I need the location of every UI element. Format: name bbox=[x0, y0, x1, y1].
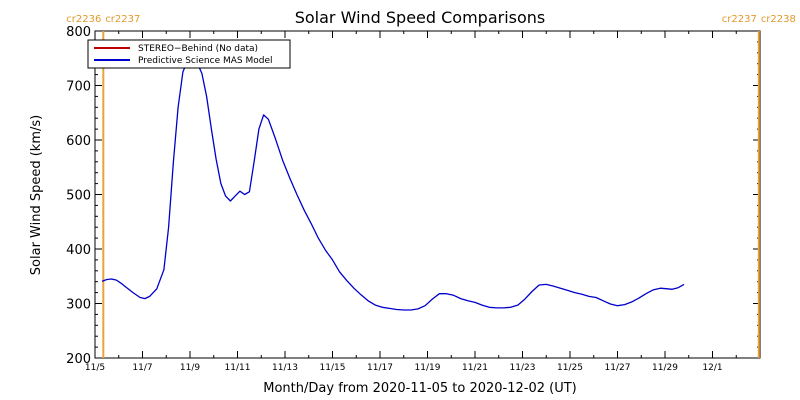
carrington-label-before: cr2236 bbox=[66, 14, 101, 25]
x-tick-label: 11/25 bbox=[557, 363, 583, 373]
x-tick-label: 11/13 bbox=[272, 363, 298, 373]
y-tick-label: 600 bbox=[66, 134, 91, 149]
x-tick-label: 11/23 bbox=[510, 363, 536, 373]
legend: STEREO−Behind (No data) Predictive Scien… bbox=[87, 39, 291, 69]
plot-area: STEREO−Behind (No data) Predictive Scien… bbox=[87, 30, 761, 359]
x-tick-label: 11/19 bbox=[415, 363, 441, 373]
y-tick-label: 700 bbox=[66, 80, 91, 95]
legend-label-stereo: STEREO−Behind (No data) bbox=[138, 44, 258, 54]
x-tick-label: 11/29 bbox=[652, 363, 678, 373]
x-tick-label: 11/7 bbox=[132, 363, 152, 373]
carrington-label-before: cr2237 bbox=[722, 14, 757, 25]
x-tick-label: 11/17 bbox=[367, 363, 393, 373]
y-tick-label: 800 bbox=[66, 25, 91, 40]
carrington-labels: cr2236 cr2237 cr2237 cr2238 bbox=[66, 14, 796, 25]
y-tick-label: 500 bbox=[66, 189, 91, 204]
y-axis-title: Solar Wind Speed (km/s) bbox=[29, 115, 44, 275]
y-tick-label: 200 bbox=[66, 352, 91, 367]
x-tick-label: 11/21 bbox=[462, 363, 488, 373]
chart-title: Solar Wind Speed Comparisons bbox=[295, 8, 546, 27]
x-axis-title: Month/Day from 2020-11-05 to 2020-12-02 … bbox=[263, 381, 576, 396]
carrington-markers bbox=[102, 31, 760, 358]
y-tick-label: 300 bbox=[66, 298, 91, 313]
x-tick-label: 11/5 bbox=[85, 363, 105, 373]
legend-label-model: Predictive Science MAS Model bbox=[138, 56, 273, 66]
plot-frame bbox=[94, 30, 761, 359]
y-tick-label: 400 bbox=[66, 243, 91, 258]
carrington-label-after: cr2237 bbox=[105, 14, 140, 25]
x-tick-label: 11/15 bbox=[320, 363, 346, 373]
x-tick-label: 11/27 bbox=[605, 363, 631, 373]
x-tick-label: 11/11 bbox=[225, 363, 251, 373]
carrington-label-after: cr2238 bbox=[761, 14, 796, 25]
x-tick-label: 12/1 bbox=[702, 363, 722, 373]
x-tick-label: 11/9 bbox=[180, 363, 200, 373]
legend-box bbox=[87, 39, 291, 69]
